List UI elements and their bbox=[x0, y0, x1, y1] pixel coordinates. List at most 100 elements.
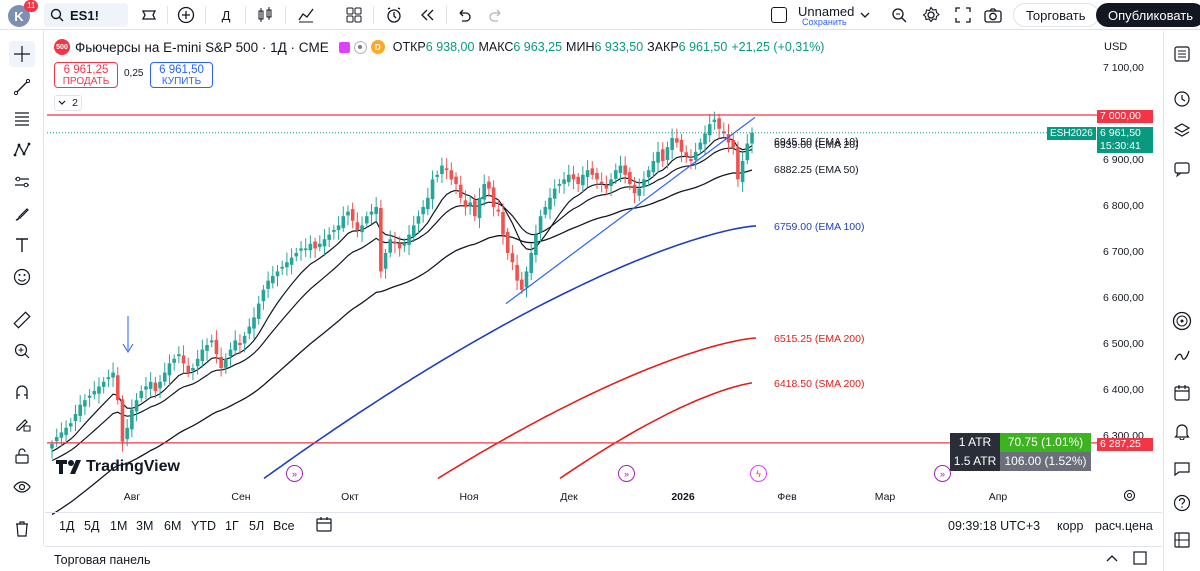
trend-line-icon[interactable] bbox=[9, 74, 35, 100]
target-icon[interactable] bbox=[1170, 309, 1194, 333]
help-icon[interactable] bbox=[1170, 491, 1194, 515]
fullscreen-icon[interactable] bbox=[951, 3, 975, 27]
trading-panel-bar[interactable]: Торговая панель bbox=[45, 546, 1162, 571]
sell-button[interactable]: 6 961,25 ПРОДАТЬ bbox=[54, 62, 118, 88]
ruler-icon[interactable] bbox=[9, 307, 35, 333]
range-button[interactable]: 5Л bbox=[249, 519, 265, 533]
fib-retracement-icon[interactable] bbox=[9, 106, 35, 132]
publish-button[interactable]: Опубликовать bbox=[1096, 3, 1200, 27]
templates-icon[interactable] bbox=[342, 3, 366, 27]
candle-body bbox=[670, 138, 674, 150]
candle-body bbox=[303, 248, 308, 251]
economic-event-icon[interactable]: ϟ bbox=[750, 465, 767, 482]
lock-icon[interactable] bbox=[9, 443, 35, 469]
candle-body bbox=[115, 375, 120, 401]
symbol-title[interactable]: Фьючерсы на E-mini S&P 500 · 1Д · CME bbox=[75, 39, 329, 55]
layout-checkbox[interactable] bbox=[768, 3, 790, 27]
candle-body bbox=[529, 253, 533, 273]
settings-gear-icon[interactable] bbox=[919, 3, 943, 27]
dividend-event-icon[interactable]: » bbox=[934, 465, 951, 482]
eye-icon[interactable] bbox=[9, 474, 35, 500]
maximize-panel-icon[interactable] bbox=[1133, 551, 1147, 568]
candle-body bbox=[430, 179, 435, 200]
candle-body bbox=[609, 179, 613, 186]
indicators-icon[interactable] bbox=[294, 3, 318, 27]
candles-style-icon[interactable] bbox=[253, 3, 277, 27]
range-button[interactable]: 1М bbox=[110, 519, 128, 533]
compare-symbol-icon[interactable] bbox=[135, 3, 163, 27]
eye-visibility-icon[interactable] bbox=[353, 40, 367, 54]
purple-flag-icon[interactable] bbox=[338, 41, 350, 53]
candle-body bbox=[139, 391, 144, 399]
trade-button[interactable]: Торговать bbox=[1013, 3, 1099, 27]
candle-body bbox=[599, 181, 604, 184]
quick-search-icon[interactable] bbox=[887, 3, 911, 27]
dom-icon[interactable] bbox=[1170, 528, 1194, 552]
forecasting-icon[interactable] bbox=[9, 169, 35, 195]
candle-body bbox=[473, 200, 477, 217]
alerts-clock-icon[interactable] bbox=[1170, 87, 1194, 111]
candle-body bbox=[252, 317, 256, 329]
calendar-icon[interactable] bbox=[1170, 381, 1194, 405]
emoji-icon[interactable] bbox=[9, 264, 35, 290]
replay-icon[interactable] bbox=[415, 3, 439, 27]
candle-body bbox=[604, 185, 609, 189]
crosshair-icon[interactable] bbox=[9, 41, 35, 67]
collapse-panel-icon[interactable] bbox=[1105, 552, 1119, 567]
notifications-icon[interactable] bbox=[1170, 419, 1194, 443]
buy-button[interactable]: 6 961,50 КУПИТЬ bbox=[150, 62, 213, 88]
range-button[interactable]: 6М bbox=[164, 519, 182, 533]
alert-icon[interactable] bbox=[382, 3, 406, 27]
adjustment-toggle[interactable]: корр bbox=[1057, 519, 1084, 533]
candle-body bbox=[87, 395, 92, 398]
range-button[interactable]: 1Д bbox=[59, 519, 75, 533]
candle-body bbox=[59, 432, 64, 438]
redo-icon[interactable] bbox=[484, 3, 508, 27]
dividend-event-icon[interactable]: » bbox=[286, 465, 303, 482]
camera-icon[interactable] bbox=[981, 3, 1005, 27]
candle-body bbox=[54, 437, 59, 442]
symbol-search[interactable]: ES1! bbox=[44, 3, 128, 27]
candle-body bbox=[148, 381, 153, 389]
candle-body bbox=[707, 124, 712, 136]
zoom-in-icon[interactable] bbox=[9, 338, 35, 364]
chevron-down-icon[interactable] bbox=[856, 3, 874, 27]
candle-body bbox=[167, 363, 172, 376]
time-axis-label: Мар bbox=[874, 491, 896, 503]
currency-selector[interactable]: USD bbox=[1104, 41, 1128, 53]
candle-body bbox=[750, 132, 754, 144]
goto-date-icon[interactable] bbox=[315, 516, 333, 537]
candle-body bbox=[228, 349, 233, 357]
brush-icon[interactable] bbox=[9, 201, 35, 227]
lock-drawing-icon[interactable] bbox=[9, 411, 35, 437]
range-button[interactable]: 5Д bbox=[84, 519, 100, 533]
clock[interactable]: 09:39:18 UTC+3 bbox=[948, 519, 1041, 533]
trend-line bbox=[505, 116, 756, 305]
magnet-icon[interactable] bbox=[9, 379, 35, 405]
user-avatar[interactable]: K bbox=[8, 5, 30, 27]
candle-body bbox=[477, 197, 482, 219]
text-tool-icon[interactable] bbox=[9, 232, 35, 258]
messages-icon[interactable] bbox=[1170, 456, 1194, 480]
ideas-icon[interactable] bbox=[1170, 343, 1194, 367]
layers-icon[interactable] bbox=[1170, 119, 1194, 143]
ticker-tag: ESH2026 bbox=[1047, 127, 1096, 140]
axis-settings-icon[interactable] bbox=[1123, 489, 1136, 505]
range-button[interactable]: Все bbox=[273, 519, 295, 533]
indicators-collapse-toggle[interactable]: 2 bbox=[54, 95, 82, 111]
settlement-toggle[interactable]: расч.цена bbox=[1095, 519, 1153, 533]
undo-icon[interactable] bbox=[452, 3, 476, 27]
delayed-data-icon[interactable]: D bbox=[370, 40, 385, 54]
range-button[interactable]: 1Г bbox=[225, 519, 239, 533]
dividend-event-icon[interactable]: » bbox=[618, 465, 635, 482]
layout-name[interactable]: Unnamed bbox=[798, 4, 855, 19]
range-button[interactable]: 3М bbox=[136, 519, 154, 533]
watchlist-icon[interactable] bbox=[1170, 42, 1194, 66]
trash-icon[interactable] bbox=[9, 516, 35, 542]
range-button[interactable]: YTD bbox=[191, 519, 216, 533]
pattern-icon[interactable] bbox=[9, 137, 35, 163]
chat-icon[interactable] bbox=[1170, 157, 1194, 181]
interval-selector[interactable]: Д bbox=[221, 7, 231, 23]
add-symbol-icon[interactable] bbox=[174, 3, 198, 27]
